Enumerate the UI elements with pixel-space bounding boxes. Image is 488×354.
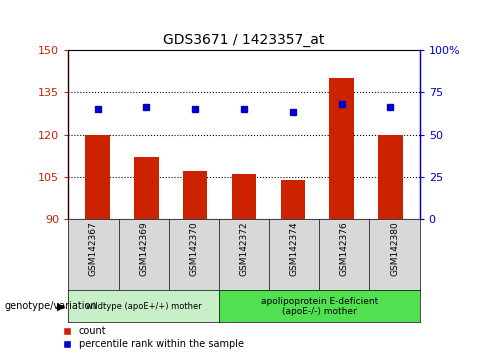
Bar [378, 135, 403, 219]
Text: GSM142372: GSM142372 [240, 222, 248, 276]
Text: genotype/variation: genotype/variation [5, 301, 98, 311]
Bar [281, 180, 305, 219]
Text: GSM142367: GSM142367 [89, 222, 98, 276]
Bar [85, 135, 110, 219]
Text: wildtype (apoE+/+) mother: wildtype (apoE+/+) mother [86, 302, 202, 311]
Text: GSM142370: GSM142370 [189, 222, 198, 276]
Bar [329, 78, 354, 219]
Bar [183, 171, 207, 219]
Legend: count, percentile rank within the sample: count, percentile rank within the sample [63, 326, 244, 349]
Title: GDS3671 / 1423357_at: GDS3671 / 1423357_at [163, 33, 325, 47]
Bar [232, 174, 256, 219]
Text: GSM142369: GSM142369 [139, 222, 148, 276]
Text: ▶: ▶ [58, 301, 66, 311]
Text: GSM142374: GSM142374 [290, 222, 299, 276]
Bar [134, 157, 159, 219]
Text: GSM142376: GSM142376 [340, 222, 349, 276]
Text: apolipoprotein E-deficient
(apoE-/-) mother: apolipoprotein E-deficient (apoE-/-) mot… [261, 297, 378, 316]
Text: GSM142380: GSM142380 [390, 222, 399, 276]
